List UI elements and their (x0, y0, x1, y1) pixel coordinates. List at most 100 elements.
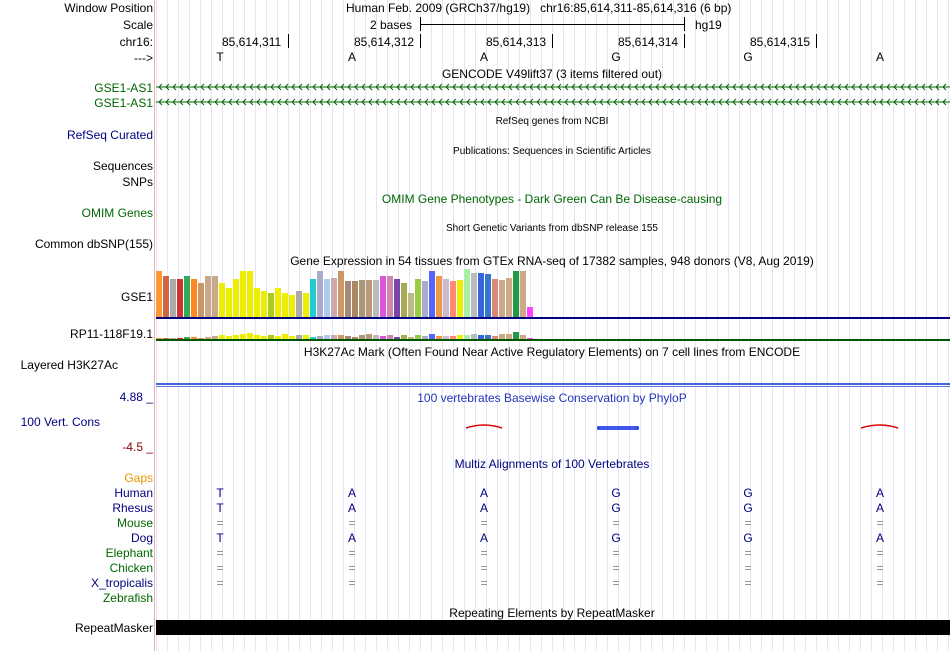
gtex-tissue-bar[interactable] (310, 337, 316, 339)
gtex-tissue-bar[interactable] (345, 281, 351, 317)
gtex-tissue-bar[interactable] (506, 334, 512, 339)
gtex-tissue-bar[interactable] (520, 271, 526, 317)
species-label-mouse[interactable]: Mouse (116, 516, 153, 530)
dbsnp-label[interactable]: Common dbSNP(155) (34, 237, 153, 251)
conservation-graph[interactable] (156, 418, 950, 438)
gtex-tissue-bar[interactable] (331, 278, 337, 317)
gtex-tissue-bar[interactable] (492, 279, 498, 317)
repeatmasker-element[interactable] (156, 620, 950, 635)
gtex-tissue-bar[interactable] (226, 288, 232, 317)
snps-label[interactable]: SNPs (122, 175, 153, 189)
gtex-tissue-bar[interactable] (282, 293, 288, 317)
gtex-tissue-bar[interactable] (415, 279, 421, 317)
gtex-tissue-bar[interactable] (282, 334, 288, 339)
gencode-item-label-2[interactable]: GSE1-AS1 (94, 96, 153, 110)
gtex-tissue-bar[interactable] (226, 336, 232, 339)
gtex-tissue-bar[interactable] (485, 274, 491, 317)
gencode-item-label-1[interactable]: GSE1-AS1 (94, 81, 153, 95)
gtex-tissue-bar[interactable] (429, 334, 435, 339)
gtex-tissue-bar[interactable] (380, 336, 386, 339)
gtex-tissue-bar[interactable] (366, 280, 372, 317)
gtex-tissue-bar[interactable] (170, 338, 176, 339)
gtex-tissue-bar[interactable] (310, 279, 316, 317)
gtex-tissue-bar[interactable] (198, 283, 204, 317)
gtex-tissue-bar[interactable] (436, 336, 442, 339)
gtex-tissue-bar[interactable] (324, 279, 330, 317)
gtex-rp11-bars[interactable] (156, 325, 950, 339)
species-label-zebrafish[interactable]: Zebrafish (102, 591, 153, 605)
gtex-tissue-bar[interactable] (373, 280, 379, 317)
gtex-tissue-bar[interactable] (275, 288, 281, 317)
gtex-tissue-bar[interactable] (338, 271, 344, 317)
gtex-tissue-bar[interactable] (443, 279, 449, 317)
gtex-tissue-bar[interactable] (268, 293, 274, 317)
gtex-tissue-bar[interactable] (443, 336, 449, 339)
gtex-tissue-bar[interactable] (429, 271, 435, 317)
gtex-tissue-bar[interactable] (296, 335, 302, 339)
gtex-tissue-bar[interactable] (373, 335, 379, 339)
gtex-tissue-bar[interactable] (450, 336, 456, 339)
sequences-label[interactable]: Sequences (92, 159, 153, 173)
gtex-tissue-bar[interactable] (156, 338, 162, 339)
gtex-gene-label-rp11[interactable]: RP11-118F19.1 (70, 327, 153, 341)
gtex-tissue-bar[interactable] (261, 291, 267, 317)
gtex-tissue-bar[interactable] (366, 334, 372, 339)
species-label-human[interactable]: Human (114, 486, 153, 500)
gtex-tissue-bar[interactable] (394, 279, 400, 317)
gtex-tissue-bar[interactable] (254, 288, 260, 317)
gtex-tissue-bar[interactable] (289, 336, 295, 339)
gtex-tissue-bar[interactable] (205, 337, 211, 339)
gtex-tissue-bar[interactable] (499, 334, 505, 339)
gtex-tissue-bar[interactable] (394, 337, 400, 339)
gtex-tissue-bar[interactable] (457, 335, 463, 339)
gtex-tissue-bar[interactable] (478, 273, 484, 317)
gtex-tissue-bar[interactable] (492, 336, 498, 339)
gtex-tissue-bar[interactable] (471, 273, 477, 317)
gaps-label[interactable]: Gaps (124, 471, 153, 485)
gtex-tissue-bar[interactable] (247, 333, 253, 339)
gtex-tissue-bar[interactable] (184, 337, 190, 339)
h3k27ac-label[interactable]: Layered H3K27Ac (20, 358, 118, 372)
gtex-tissue-bar[interactable] (275, 336, 281, 339)
gtex-tissue-bar[interactable] (422, 281, 428, 317)
gtex-tissue-bar[interactable] (345, 336, 351, 339)
gtex-tissue-bar[interactable] (352, 281, 358, 317)
gtex-tissue-bar[interactable] (415, 335, 421, 339)
gtex-tissue-bar[interactable] (338, 335, 344, 339)
gtex-tissue-bar[interactable] (499, 280, 505, 317)
gtex-tissue-bar[interactable] (170, 279, 176, 317)
gtex-tissue-bar[interactable] (422, 336, 428, 339)
gtex-tissue-bar[interactable] (324, 335, 330, 339)
gtex-tissue-bar[interactable] (408, 293, 414, 317)
gtex-tissue-bar[interactable] (457, 280, 463, 317)
gtex-tissue-bar[interactable] (254, 335, 260, 339)
gtex-tissue-bar[interactable] (303, 335, 309, 339)
gtex-tissue-bar[interactable] (261, 336, 267, 339)
gtex-tissue-bar[interactable] (219, 283, 225, 317)
gtex-tissue-bar[interactable] (317, 336, 323, 339)
species-label-rhesus[interactable]: Rhesus (112, 501, 153, 515)
species-label-chicken[interactable]: Chicken (109, 561, 153, 575)
gtex-gene-label-gse1[interactable]: GSE1 (120, 290, 153, 304)
gtex-tissue-bar[interactable] (240, 271, 246, 317)
species-label-x_tropicalis[interactable]: X_tropicalis (90, 576, 153, 590)
gtex-tissue-bar[interactable] (513, 271, 519, 317)
gtex-tissue-bar[interactable] (387, 276, 393, 317)
gencode-transcripts[interactable] (156, 82, 950, 112)
refseq-label[interactable]: RefSeq Curated (66, 128, 153, 142)
gtex-tissue-bar[interactable] (359, 335, 365, 339)
gtex-tissue-bar[interactable] (352, 337, 358, 339)
gtex-tissue-bar[interactable] (268, 335, 274, 339)
species-label-elephant[interactable]: Elephant (105, 546, 153, 560)
gtex-tissue-bar[interactable] (513, 332, 519, 339)
gtex-tissue-bar[interactable] (401, 283, 407, 317)
gtex-tissue-bar[interactable] (527, 338, 533, 339)
gtex-tissue-bar[interactable] (233, 279, 239, 317)
gtex-tissue-bar[interactable] (205, 276, 211, 317)
omim-label[interactable]: OMIM Genes (81, 206, 153, 220)
gtex-tissue-bar[interactable] (387, 335, 393, 339)
gtex-tissue-bar[interactable] (506, 278, 512, 317)
gtex-tissue-bar[interactable] (219, 335, 225, 339)
gtex-tissue-bar[interactable] (464, 335, 470, 339)
gtex-tissue-bar[interactable] (464, 269, 470, 317)
